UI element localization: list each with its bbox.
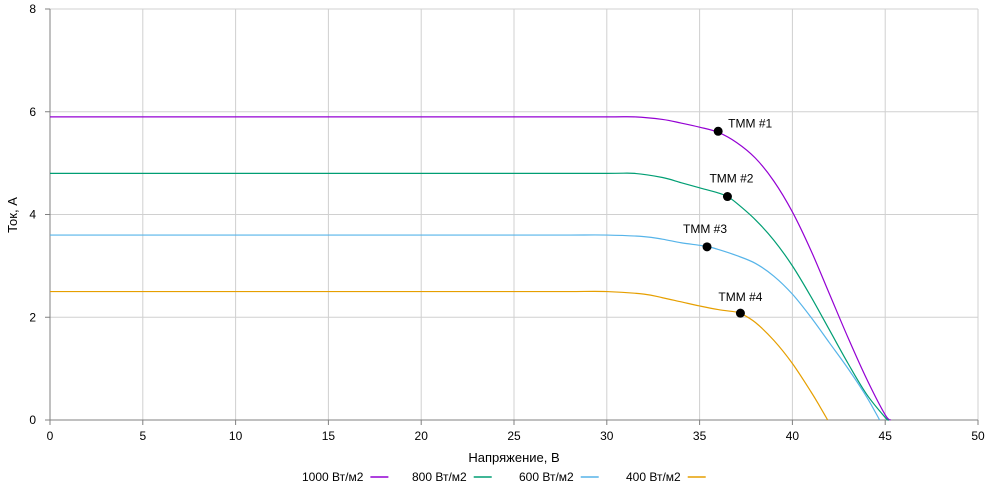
legend-label-3: 600 Вт/м2 <box>519 470 574 484</box>
x-axis-title: Напряжение, В <box>468 450 559 465</box>
mpp-marker-4 <box>735 308 745 318</box>
series-lines <box>50 116 892 421</box>
x-tick-label: 20 <box>415 429 429 443</box>
axes: 0 5 10 15 20 25 30 35 40 45 50 0 2 4 6 8 <box>29 2 985 443</box>
x-tick-label: 5 <box>139 429 146 443</box>
legend-label-4: 400 Вт/м2 <box>626 470 681 484</box>
legend-label-1: 1000 Вт/м2 <box>302 470 364 484</box>
mpp-marker-3 <box>702 242 712 252</box>
x-tick-label: 30 <box>600 429 614 443</box>
y-tick-label: 6 <box>29 105 36 119</box>
series-line-2 <box>50 172 890 421</box>
mpp-annotations: ТММ #1 ТММ #2 ТММ #3 ТММ #4 <box>683 116 772 318</box>
grid <box>50 8 979 420</box>
x-tick-label: 10 <box>229 429 243 443</box>
mpp-label-4: ТММ #4 <box>718 290 762 304</box>
y-tick-label: 0 <box>29 413 36 427</box>
series-line-3 <box>50 234 881 421</box>
mpp-marker-2 <box>722 192 732 202</box>
series-line-4 <box>50 290 829 421</box>
x-tick-label: 50 <box>971 429 985 443</box>
y-axis-title: Ток, А <box>5 197 20 233</box>
x-tick-label: 35 <box>693 429 707 443</box>
mpp-label-2: ТММ #2 <box>709 172 753 186</box>
y-tick-label: 2 <box>29 310 36 324</box>
legend: 1000 Вт/м2 800 Вт/м2 600 Вт/м2 400 Вт/м2 <box>302 470 706 484</box>
mpp-marker-1 <box>713 126 723 136</box>
mpp-label-3: ТММ #3 <box>683 222 727 236</box>
legend-label-2: 800 Вт/м2 <box>412 470 467 484</box>
x-tick-label: 25 <box>507 429 521 443</box>
mpp-label-1: ТММ #1 <box>728 116 772 130</box>
x-tick-label: 0 <box>47 429 54 443</box>
y-tick-label: 4 <box>29 208 36 222</box>
x-tick-label: 45 <box>879 429 893 443</box>
x-tick-label: 15 <box>322 429 336 443</box>
x-tick-label: 40 <box>786 429 800 443</box>
y-tick-label: 8 <box>29 2 36 16</box>
series-line-1 <box>50 116 892 421</box>
